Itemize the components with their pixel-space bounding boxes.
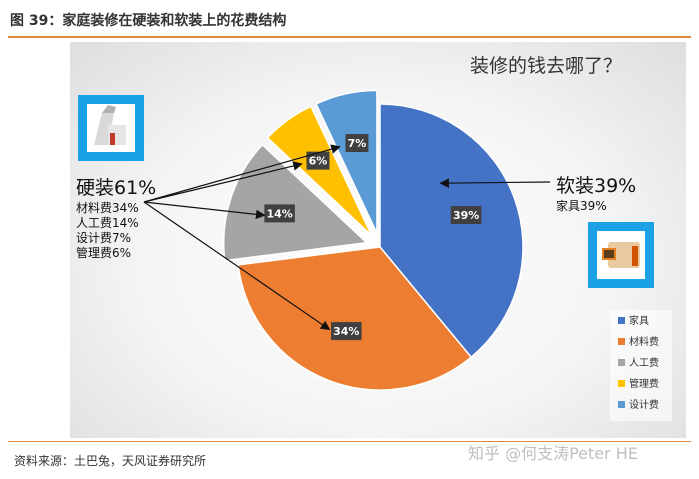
- hard-decoration-icon: [78, 95, 144, 161]
- pie-slice-2: [237, 246, 473, 391]
- arrow-to-labor: [143, 201, 266, 220]
- hard-total-label: 硬装61%: [76, 177, 156, 199]
- footer-rule: [8, 441, 691, 442]
- data-label-box-4: [306, 151, 330, 170]
- soft-total-label: 软装39%: [556, 175, 636, 197]
- pie-chart: 39% 34% 14% 6% 7% 装修的钱去哪了？ 硬装61% 材料费34% 人工费1…: [76, 55, 672, 421]
- soft-decoration-icon: [588, 222, 654, 288]
- legend-label-4: 管理费: [629, 377, 659, 390]
- watermark-text: 知乎 @何支涛Peter HE: [468, 444, 638, 463]
- legend-label-3: 人工费: [629, 356, 659, 369]
- hard-line-labor: 人工费14%: [76, 216, 139, 230]
- pie-slice-1: [379, 103, 524, 359]
- arrow-to-furniture: [439, 178, 551, 188]
- legend-label-2: 材料费: [629, 335, 659, 348]
- data-label-box-3: [264, 204, 295, 223]
- title-rule: [8, 36, 691, 38]
- legend-label-1: 家具: [629, 314, 649, 327]
- legend-swatch-4: [618, 380, 625, 387]
- pie-slice-5: [315, 89, 378, 234]
- data-label-box-1: [450, 205, 482, 224]
- soft-line-furniture: 家具39%: [556, 198, 607, 213]
- data-label-box-2: [331, 322, 362, 341]
- legend-swatch-2: [618, 338, 625, 345]
- arrow-to-design: [143, 144, 341, 203]
- annotation-arrows: [143, 144, 551, 331]
- hard-line-design: 设计费7%: [76, 231, 131, 245]
- data-label-1: 39%: [453, 209, 479, 222]
- legend-swatch-3: [618, 359, 625, 366]
- legend-swatch-1: [618, 317, 625, 324]
- data-label-box-5: [345, 134, 369, 153]
- legend-label-5: 设计费: [629, 398, 659, 411]
- pie-slice-4: [266, 105, 373, 237]
- pie-data-labels: 39% 34% 14% 6% 7%: [264, 134, 482, 341]
- source-note: 资料来源：土巴兔，天风证券研究所: [14, 454, 207, 468]
- legend-swatch-5: [618, 401, 625, 408]
- chart-title: 装修的钱去哪了？: [470, 55, 622, 77]
- hard-line-management: 管理费6%: [76, 245, 131, 260]
- arrow-to-materials: [143, 201, 331, 331]
- data-label-5: 7%: [348, 137, 367, 150]
- arrow-to-management: [143, 161, 303, 203]
- pie-slices: [222, 89, 524, 391]
- figure-title: 图 39：家庭装修在硬装和软装上的花费结构: [10, 13, 287, 29]
- data-label-4: 6%: [309, 155, 328, 168]
- data-label-3: 14%: [266, 207, 292, 220]
- hard-line-materials: 材料费34%: [76, 201, 139, 215]
- data-label-2: 34%: [333, 325, 359, 338]
